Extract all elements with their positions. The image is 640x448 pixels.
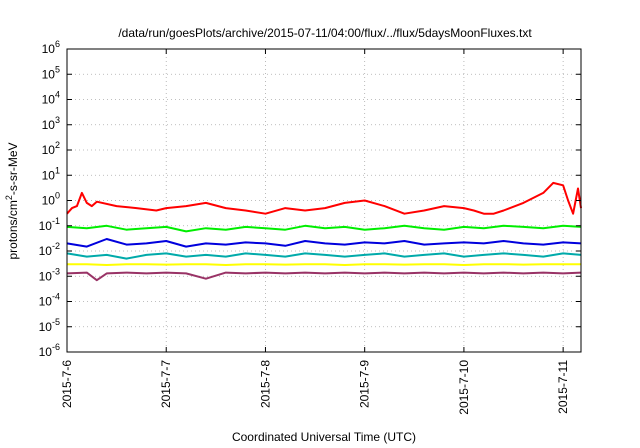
x-tick-label: 2015-7-8 bbox=[258, 360, 272, 408]
y-tick-exp: -5 bbox=[52, 317, 60, 327]
y-tick-label: 101 bbox=[42, 165, 60, 182]
y-tick-exp: -2 bbox=[52, 241, 60, 251]
series-line-4 bbox=[66, 252, 582, 260]
y-tick-label: 103 bbox=[42, 115, 60, 132]
y-tick-base: 10 bbox=[42, 168, 56, 182]
y-axis-label-post: -s-sr-MeV bbox=[6, 142, 20, 195]
y-tick-exp: 3 bbox=[55, 115, 60, 125]
y-tick-base: 10 bbox=[42, 42, 56, 56]
y-tick-label: 10-6 bbox=[39, 342, 60, 359]
y-tick-label: 105 bbox=[42, 64, 60, 81]
series-line-5 bbox=[67, 263, 581, 266]
x-tick-label: 2015-7-7 bbox=[159, 360, 173, 408]
y-tick-base: 10 bbox=[42, 118, 56, 132]
y-ticks: 10-610-510-410-310-210-11001011021031041… bbox=[39, 39, 581, 359]
x-tick-label: 2015-7-10 bbox=[457, 360, 471, 415]
x-tick-label: 2015-7-11 bbox=[556, 360, 570, 414]
y-tick-exp: 2 bbox=[55, 140, 60, 150]
y-tick-exp: 1 bbox=[55, 165, 60, 175]
y-tick-base: 10 bbox=[39, 320, 53, 334]
y-tick-label: 104 bbox=[42, 90, 60, 107]
y-tick-label: 10-2 bbox=[39, 241, 60, 258]
y-tick-exp: -6 bbox=[52, 342, 60, 352]
y-tick-base: 10 bbox=[42, 93, 56, 107]
grid bbox=[67, 49, 581, 352]
series-line-6 bbox=[66, 271, 582, 282]
y-tick-label: 100 bbox=[42, 191, 60, 208]
y-tick-exp: -3 bbox=[52, 266, 60, 276]
y-tick-label: 102 bbox=[42, 140, 60, 157]
series-line-3 bbox=[66, 238, 582, 248]
y-tick-exp: 4 bbox=[55, 90, 60, 100]
y-axis-label: protons/cm2-s-sr-MeV bbox=[4, 142, 20, 259]
series-line-1 bbox=[66, 181, 582, 215]
y-tick-exp: 5 bbox=[55, 64, 60, 74]
y-tick-label: 10-5 bbox=[39, 317, 60, 334]
chart-title: /data/run/goesPlots/archive/2015-07-11/0… bbox=[118, 26, 532, 40]
y-tick-label: 106 bbox=[42, 39, 60, 56]
y-tick-base: 10 bbox=[39, 244, 53, 258]
x-tick-label: 2015-7-9 bbox=[358, 360, 372, 408]
y-tick-base: 10 bbox=[39, 269, 53, 283]
y-axis-label-sup: 2 bbox=[4, 195, 14, 200]
y-tick-base: 10 bbox=[39, 219, 53, 233]
y-tick-base: 10 bbox=[42, 143, 56, 157]
series-group bbox=[66, 181, 582, 282]
y-tick-base: 10 bbox=[39, 345, 53, 359]
y-tick-base: 10 bbox=[42, 194, 56, 208]
x-ticks: 2015-7-6 2015-7-7 2015-7-8 2015-7-9 2015-7-1… bbox=[60, 49, 570, 415]
y-tick-label: 10-1 bbox=[39, 216, 60, 233]
y-tick-exp: 0 bbox=[55, 191, 60, 201]
series-line-2 bbox=[66, 224, 582, 233]
y-tick-exp: -1 bbox=[52, 216, 60, 226]
y-tick-label: 10-4 bbox=[39, 292, 60, 309]
y-tick-base: 10 bbox=[42, 67, 56, 81]
y-tick-label: 10-3 bbox=[39, 266, 60, 283]
x-axis-label: Coordinated Universal Time (UTC) bbox=[232, 430, 416, 444]
y-tick-base: 10 bbox=[39, 295, 53, 309]
y-axis-label-pre: protons/cm bbox=[6, 200, 20, 259]
x-tick-label: 2015-7-6 bbox=[60, 360, 74, 408]
y-tick-exp: -4 bbox=[52, 292, 60, 302]
y-tick-exp: 6 bbox=[55, 39, 60, 49]
